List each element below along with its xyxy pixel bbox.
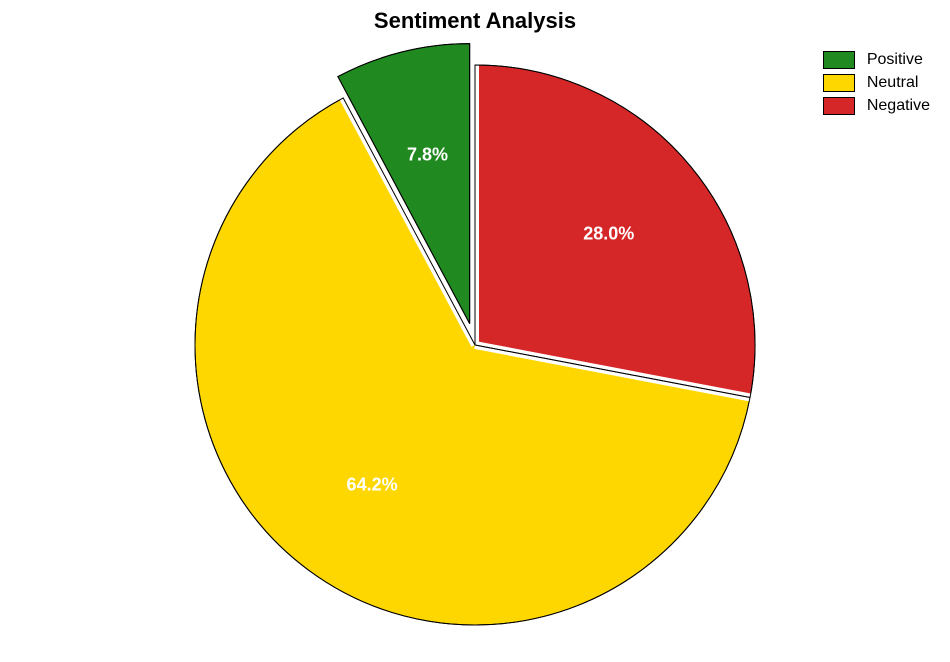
slice-label-negative: 28.0% <box>583 224 634 245</box>
legend-label-neutral: Neutral <box>867 74 919 92</box>
legend-swatch-neutral <box>823 74 855 92</box>
legend-item-positive: Positive <box>823 48 930 71</box>
slice-label-positive: 7.8% <box>407 145 448 166</box>
legend-swatch-positive <box>823 51 855 69</box>
sentiment-pie-chart: Sentiment Analysis PositiveNeutralNegati… <box>0 0 950 662</box>
legend-item-neutral: Neutral <box>823 71 930 94</box>
legend-swatch-negative <box>823 97 855 115</box>
legend-label-positive: Positive <box>867 51 923 69</box>
pie-svg <box>0 0 950 662</box>
legend-item-negative: Negative <box>823 94 930 117</box>
slice-label-neutral: 64.2% <box>347 474 398 495</box>
legend: Positive Neutral Negative <box>823 48 930 117</box>
legend-label-negative: Negative <box>867 97 930 115</box>
